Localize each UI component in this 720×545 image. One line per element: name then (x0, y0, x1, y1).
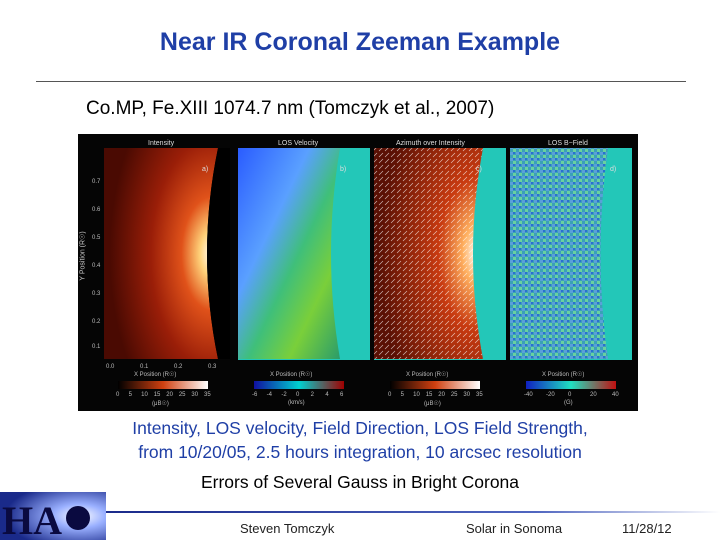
panel-a-image (104, 148, 218, 359)
x-tick: 0.1 (140, 364, 149, 370)
colorbar-tick: 5 (400, 392, 404, 398)
slide-subtitle: Co.MP, Fe.XIII 1074.7 nm (Tomczyk et al.… (86, 98, 495, 119)
colorbar-tick: 25 (450, 392, 458, 398)
colorbar-unit: (km/s) (288, 400, 305, 406)
y-tick: 0.5 (92, 235, 101, 241)
coronal-figure: Intensity a) LOS Velocity b) Azimuth ove… (78, 134, 638, 411)
caption-line-2: from 10/20/05, 2.5 hours integration, 10… (138, 442, 582, 462)
colorbar-tick: 30 (463, 392, 471, 398)
colorbar-tick: 0 (568, 392, 572, 398)
colorbar-tick: -6 (252, 392, 258, 398)
panel-a-title: Intensity (148, 140, 175, 147)
colorbar-tick: 35 (204, 392, 211, 398)
colorbar-tick: 6 (340, 392, 344, 398)
colorbar-unit: (G) (564, 400, 573, 406)
colorbar-tick: -20 (546, 392, 555, 398)
colorbar-tick: 5 (128, 392, 132, 398)
footer-divider (106, 511, 720, 513)
panel-d-title: LOS B−Field (548, 140, 588, 147)
colorbar-tick: 15 (153, 392, 161, 398)
colorbar-tick: -4 (266, 392, 272, 398)
colorbar-intensity (118, 381, 208, 389)
x-axis-label: X Position (R☉) (270, 372, 313, 378)
colorbar-tick: 10 (141, 392, 148, 398)
y-tick: 0.4 (92, 263, 101, 269)
figure-graphic (78, 134, 638, 411)
logo-text: HA (2, 498, 62, 540)
x-tick: 0.0 (106, 364, 115, 370)
x-axis-label: X Position (R☉) (134, 372, 177, 378)
footer-event: Solar in Sonoma (466, 521, 563, 536)
caption-line-3: Errors of Several Gauss in Bright Corona (200, 472, 520, 492)
panel-b-image (238, 148, 340, 359)
y-tick: 0.6 (92, 207, 101, 213)
colorbar-tick: -40 (524, 392, 533, 398)
colorbar-tick: 15 (425, 392, 433, 398)
colorbar-tick: 2 (310, 392, 314, 398)
colorbar-tick: 25 (178, 392, 186, 398)
colorbar-azimuth (390, 381, 480, 389)
panel-b-letter: b) (340, 166, 347, 173)
y-tick: 0.2 (92, 319, 101, 325)
footer-date: 11/28/12 (622, 521, 672, 536)
y-tick: 0.1 (92, 344, 101, 350)
y-tick: 0.3 (92, 291, 101, 297)
colorbar-tick: 30 (191, 392, 199, 398)
colorbar-unit: (μB☉) (424, 401, 441, 407)
panel-d-letter: d) (610, 166, 617, 173)
colorbar-tick: 40 (612, 392, 619, 398)
title-divider (36, 81, 686, 82)
y-axis-label: Y Position (R☉) (79, 231, 87, 281)
panel-c-title: Azimuth over Intensity (396, 140, 465, 147)
panel-d-image (510, 148, 608, 359)
caption-line-1: Intensity, LOS velocity, Field Direction… (132, 418, 588, 438)
colorbar-unit: (μB☉) (152, 401, 169, 407)
panel-a-letter: a) (202, 166, 209, 173)
colorbar-tick: 0 (388, 392, 392, 398)
colorbar-tick: 10 (413, 392, 420, 398)
panel-c-letter: c) (476, 166, 482, 173)
y-tick: 0.7 (92, 179, 101, 185)
footer-author: Steven Tomczyk (240, 521, 335, 536)
colorbar-tick: 20 (590, 392, 597, 398)
colorbar-velocity (254, 381, 344, 389)
slide-title: Near IR Coronal Zeeman Example (159, 28, 561, 56)
x-axis-label: X Position (R☉) (406, 372, 449, 378)
x-axis-label: X Position (R☉) (542, 372, 585, 378)
colorbar-tick: 20 (438, 392, 445, 398)
colorbar-tick: 0 (116, 392, 120, 398)
colorbar-tick: 35 (476, 392, 483, 398)
x-tick: 0.3 (208, 364, 217, 370)
colorbar-tick: 4 (325, 392, 329, 398)
colorbar-bfield (526, 381, 616, 389)
hao-logo: HA (0, 492, 106, 543)
colorbar-tick: -2 (281, 392, 287, 398)
colorbar-tick: 20 (166, 392, 173, 398)
x-tick: 0.2 (174, 364, 183, 370)
colorbar-tick: 0 (296, 392, 300, 398)
panel-b-title: LOS Velocity (278, 140, 319, 147)
